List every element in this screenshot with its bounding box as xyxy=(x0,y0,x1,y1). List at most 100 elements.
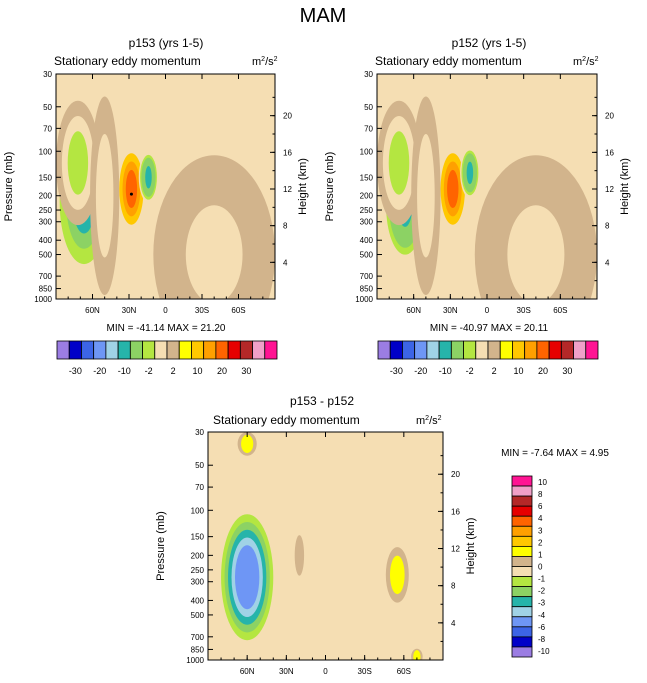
height-tick-label: 12 xyxy=(283,185,292,194)
contour-feature-2 xyxy=(296,542,302,569)
colorbar-swatch xyxy=(511,636,533,648)
colorbar-swatch xyxy=(511,556,533,567)
colorbar-swatch xyxy=(511,515,533,527)
units-mid: /s xyxy=(429,415,438,427)
colorbar-label: -4 xyxy=(538,611,546,620)
colorbar-swatch xyxy=(389,340,403,360)
contour-fields xyxy=(377,96,597,299)
units-exp1: 2 xyxy=(582,56,586,63)
units-label: m2/s2 xyxy=(252,56,278,68)
contour-feature-4 xyxy=(414,650,420,660)
y-tick-label: 1000 xyxy=(34,295,52,304)
colorbar-swatch xyxy=(511,545,533,557)
colorbar-swatch xyxy=(463,340,477,360)
height-tick-label: 12 xyxy=(605,185,614,194)
colorbar-label: 3 xyxy=(538,526,543,535)
colorbar-swatch xyxy=(511,646,533,658)
colorbar-swatch xyxy=(81,340,95,360)
y-axis-label: Pressure (mb) xyxy=(324,152,336,222)
colorbar-label: -10 xyxy=(538,647,550,656)
colorbar-swatch xyxy=(511,616,533,628)
height-tick-label: 20 xyxy=(605,112,614,121)
colorbar-swatch xyxy=(426,340,440,360)
colorbar-label: 10 xyxy=(538,478,547,487)
colorbar-swatch xyxy=(511,596,533,608)
colorbar-swatch xyxy=(166,340,180,360)
y-tick-label: 250 xyxy=(39,206,53,215)
y-tick-label: 250 xyxy=(360,206,374,215)
y-tick-label: 100 xyxy=(39,147,53,156)
colorbar-label: 20 xyxy=(217,366,227,376)
colorbar-top: -30 -20 -10 -2 2 10 20 30 -30 -20 -10 -2 2 10 20 30 xyxy=(56,340,599,376)
panel-top-right: 60N 30N 0 30S 60S 30 50 70 100 150 200 250 300 400 500… xyxy=(324,36,631,334)
height-tick-label: 20 xyxy=(283,112,292,121)
x-tick-label: 60S xyxy=(553,306,567,315)
colorbar-swatch xyxy=(154,340,168,360)
panel-title: p153 (yrs 1-5) xyxy=(129,36,204,50)
colorbar-swatch xyxy=(129,340,143,360)
colorbar-label: 30 xyxy=(562,366,572,376)
colorbar-swatch xyxy=(511,485,533,497)
y-tick-label: 850 xyxy=(191,645,205,654)
colorbar-label: -20 xyxy=(93,366,106,376)
height-tick-label: 12 xyxy=(451,545,460,554)
x-tick-label: 30S xyxy=(358,667,372,676)
contour-feature-1 xyxy=(242,436,252,452)
contour-feature-3 xyxy=(392,559,403,590)
contour-feature-3 xyxy=(127,174,136,204)
contour-feature-4 xyxy=(145,165,152,189)
height-tick-label: 20 xyxy=(451,470,460,479)
y-tick-label: 250 xyxy=(191,566,205,575)
contour-feature-0 xyxy=(238,552,256,602)
y-tick-label: 850 xyxy=(39,285,53,294)
units-exp2: 2 xyxy=(438,415,442,422)
y-tick-label: 200 xyxy=(191,551,205,560)
colorbar-swatch xyxy=(402,340,416,360)
units-exp1: 2 xyxy=(261,56,265,63)
y-tick-label: 400 xyxy=(191,596,205,605)
x-tick-label: 0 xyxy=(485,306,490,315)
colorbar-label: 2 xyxy=(538,538,543,547)
min-max-label: MIN = -40.97 MAX = 20.11 xyxy=(430,323,549,334)
colorbar-swatch xyxy=(524,340,538,360)
colorbar-label: -20 xyxy=(414,366,427,376)
units-label: m2/s2 xyxy=(416,415,442,427)
panel-top-left: 60N 30N 0 30S 60S 30 50 70 100 150 200 250 300 400 500… xyxy=(3,36,309,334)
y-tick-label: 70 xyxy=(364,124,373,133)
colorbar-swatch xyxy=(511,626,533,638)
colorbar-swatch xyxy=(56,340,70,360)
y-axis-label-right: Height (km) xyxy=(297,158,309,215)
colorbar-swatch xyxy=(511,586,533,598)
y-axis-label-right: Height (km) xyxy=(465,518,477,575)
colorbar-swatch xyxy=(377,340,391,360)
x-tick-label: 60N xyxy=(240,667,255,676)
y-axis-label-right: Height (km) xyxy=(619,158,631,215)
height-tick-label: 8 xyxy=(605,222,610,231)
colorbar-label: -6 xyxy=(538,623,546,632)
y-tick-label: 300 xyxy=(39,218,53,227)
units-exp1: 2 xyxy=(425,415,429,422)
y-axis-label: Pressure (mb) xyxy=(3,152,15,222)
y-tick-label: 500 xyxy=(39,251,53,260)
contour-feature-4 xyxy=(466,161,474,185)
x-tick-label: 30N xyxy=(279,667,294,676)
y-tick-label: 70 xyxy=(195,483,204,492)
colorbar-label: -1 xyxy=(538,575,546,584)
colorbar-swatch xyxy=(487,340,501,360)
colorbar-label: 20 xyxy=(538,366,548,376)
height-tick-label: 4 xyxy=(605,258,610,267)
y-tick-label: 1000 xyxy=(186,656,204,665)
colorbar-swatch xyxy=(450,340,464,360)
x-tick-label: 60N xyxy=(85,306,100,315)
panel-bottom-difference: 60N 30N 0 30S 60S305070100150200250300400500… xyxy=(155,394,609,676)
y-tick-label: 1000 xyxy=(355,295,373,304)
colorbar-label: 10 xyxy=(193,366,203,376)
colorbar-label: -30 xyxy=(390,366,403,376)
colorbar-label: -8 xyxy=(538,635,546,644)
panel-title: p152 (yrs 1-5) xyxy=(452,36,527,50)
y-tick-label: 300 xyxy=(191,578,205,587)
contour-feature-2 xyxy=(421,159,431,233)
colorbar-label: 2 xyxy=(492,366,497,376)
units-exp2: 2 xyxy=(595,56,599,63)
